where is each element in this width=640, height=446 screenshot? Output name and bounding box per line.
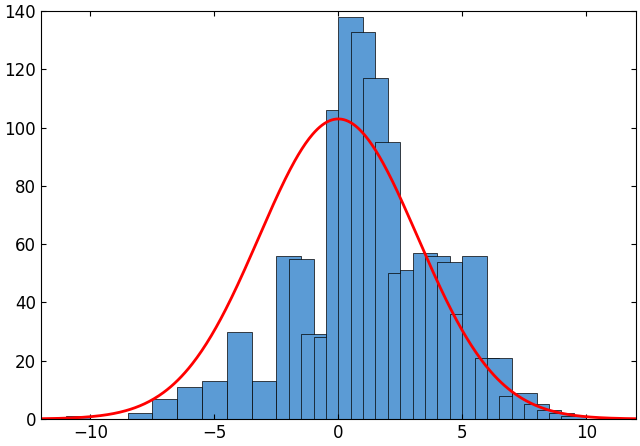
Bar [363,78,388,419]
Bar [537,410,561,419]
Bar [351,32,376,419]
Bar [400,270,425,419]
Bar [252,381,276,419]
Bar [512,393,537,419]
Bar [487,358,512,419]
Bar [425,256,450,419]
Bar [276,256,301,419]
Bar [524,405,549,419]
Bar [475,358,499,419]
Bar [127,413,152,419]
Bar [177,387,202,419]
Bar [499,396,524,419]
Bar [326,110,351,419]
Bar [314,338,339,419]
Bar [438,262,462,419]
Bar [549,413,574,419]
Bar [202,381,227,419]
Bar [462,256,487,419]
Bar [561,416,586,419]
Bar [65,416,90,419]
Bar [413,253,438,419]
Bar [227,331,252,419]
Bar [388,273,413,419]
Bar [289,259,314,419]
Bar [152,399,177,419]
Bar [450,314,475,419]
Bar [301,334,326,419]
Bar [339,17,363,419]
Bar [376,142,400,419]
